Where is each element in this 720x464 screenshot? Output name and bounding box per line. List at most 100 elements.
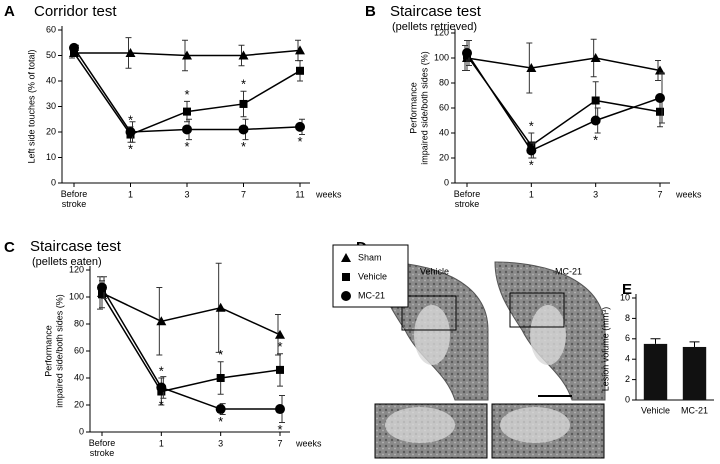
y-tick-label: 0 [625, 394, 630, 404]
x-axis-label: weeks [315, 189, 342, 199]
series-line [101, 292, 281, 336]
chart-title: Corridor test [34, 3, 117, 20]
x-tick-label: 1 [159, 438, 164, 448]
marker [656, 107, 664, 116]
y-tick-label: 80 [439, 77, 449, 87]
y-tick-label: 40 [74, 372, 84, 382]
chart-title: Staircase test [390, 3, 482, 20]
marker [156, 382, 167, 393]
marker [215, 302, 226, 312]
chart-title: Staircase test [30, 238, 122, 255]
y-tick-label: 10 [46, 152, 56, 162]
marker [591, 96, 600, 105]
error-bar [689, 341, 700, 347]
y-tick-label: 4 [625, 354, 630, 364]
marker [239, 99, 248, 108]
y-tick-label: 0 [444, 177, 449, 187]
marker [238, 124, 249, 135]
image-label: Vehicle [420, 266, 449, 276]
y-tick-label: 100 [69, 291, 84, 301]
y-tick-label: 0 [79, 426, 84, 436]
marker [655, 65, 665, 75]
significance: * [297, 134, 302, 149]
lesion [414, 305, 450, 365]
y-tick-label: 120 [69, 264, 84, 274]
legend-label: MC-21 [358, 290, 385, 300]
y-tick-label: 40 [46, 75, 56, 85]
y-tick-label: 2 [625, 374, 630, 384]
marker [125, 127, 136, 137]
series-line [466, 52, 661, 152]
marker [526, 63, 537, 72]
y-tick-label: 80 [74, 318, 84, 328]
significance: * [218, 347, 223, 362]
marker [295, 121, 305, 132]
inset-box [509, 292, 565, 328]
lesion [530, 305, 566, 365]
significance: * [277, 339, 282, 354]
bar [682, 346, 707, 400]
significance: * [241, 139, 246, 154]
y-tick-label: 8 [625, 313, 630, 323]
significance: * [529, 157, 534, 172]
marker [238, 50, 249, 60]
marker [295, 45, 305, 55]
image-panel: D Vehicle MC-21 [356, 239, 606, 459]
y-axis-label: Performance [43, 325, 53, 377]
y-tick-label: 40 [439, 127, 449, 137]
panel-letter: E [622, 281, 632, 298]
y-tick-label: 50 [46, 50, 56, 60]
panel-letter: A [4, 3, 15, 20]
significance: * [128, 142, 133, 157]
series-line [101, 293, 281, 393]
series-line [466, 57, 661, 72]
x-tick-label: Before stroke [454, 189, 481, 209]
x-tick-label: 7 [277, 438, 282, 448]
x-tick-label: Vehicle [641, 405, 670, 415]
marker [182, 124, 192, 135]
marker [275, 329, 285, 339]
image-label: MC-21 [555, 266, 582, 276]
marker [655, 93, 665, 103]
marker [98, 290, 106, 299]
series-line [101, 287, 280, 410]
marker [69, 42, 79, 53]
y-tick-label: 6 [625, 333, 630, 343]
y-tick-label: 60 [46, 24, 56, 34]
y-tick-label: 20 [74, 399, 84, 409]
x-tick-label: 3 [218, 438, 223, 448]
y-tick-label: 20 [46, 126, 56, 136]
significance: * [593, 132, 598, 147]
y-axis-label: Performance [408, 82, 418, 134]
y-tick-label: 10 [620, 292, 630, 302]
x-tick-label: 3 [593, 189, 598, 199]
marker [215, 404, 226, 415]
x-tick-label: Before stroke [61, 189, 88, 209]
lesion [500, 407, 570, 443]
error-bar [650, 338, 661, 344]
marker [216, 374, 225, 382]
significance: * [184, 87, 189, 102]
marker [590, 115, 601, 126]
legend-label: Vehicle [358, 271, 387, 281]
x-axis-label: weeks [295, 438, 322, 448]
marker [276, 365, 284, 374]
significance: * [159, 363, 164, 378]
significance: * [218, 414, 223, 429]
panel-letter: C [4, 239, 15, 256]
marker [125, 47, 136, 57]
marker [342, 273, 350, 281]
marker [275, 404, 285, 415]
y-tick-label: 60 [74, 345, 84, 355]
lesion [385, 407, 455, 443]
y-axis-label: impaired side/both sides (%) [419, 51, 429, 165]
x-tick-label: 1 [529, 189, 534, 199]
y-tick-label: 120 [434, 27, 449, 37]
marker [97, 282, 107, 293]
marker [341, 253, 351, 262]
panel-letter: B [365, 3, 376, 20]
y-tick-label: 30 [46, 101, 56, 111]
significance: * [128, 112, 133, 127]
x-tick-label: 1 [128, 189, 133, 199]
y-axis-label: impaired side/both sides (%) [54, 294, 64, 408]
